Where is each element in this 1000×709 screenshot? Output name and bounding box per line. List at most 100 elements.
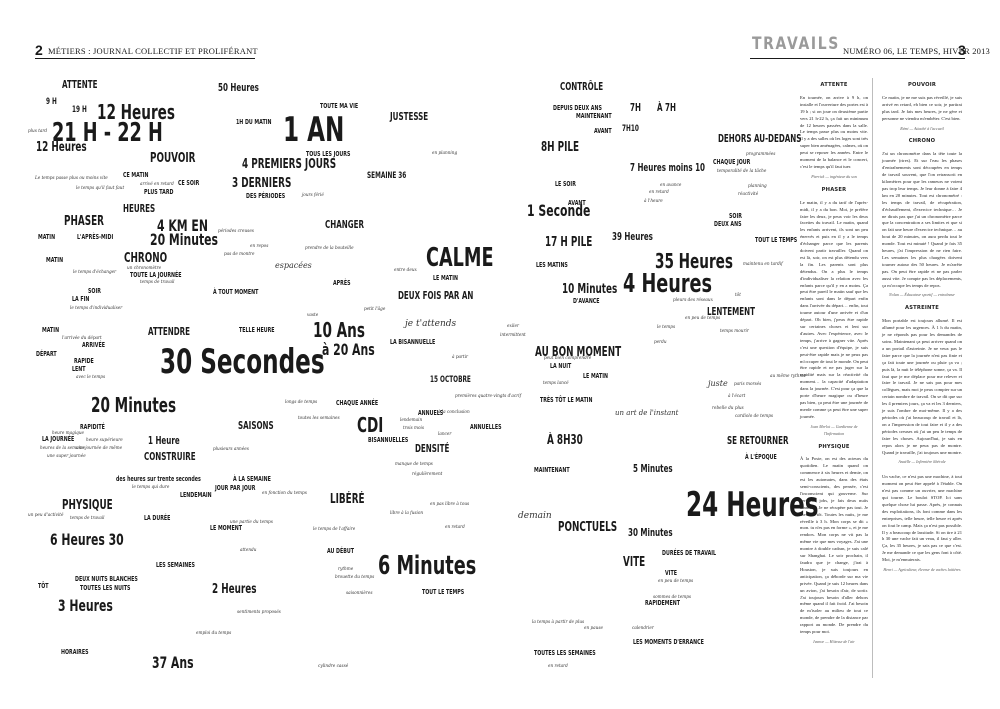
word-lentement: LENTEMENT [707,306,755,318]
word-avant: AVANT [594,127,612,135]
word-les-semaines: LES SEMAINES [156,561,195,569]
phrase: le temps d'échanger [73,269,117,274]
phrase: jours férié [302,192,324,197]
phrase: la temps à partir de plus [532,619,585,624]
word-demain: demain [518,511,552,521]
word-heures: HEURES [123,203,156,215]
word-pouvoir: POUVOIR [150,151,196,166]
phrase: en planning [432,150,458,155]
phrase: l'arrivée du départ [62,335,102,340]
phrase: en pause [584,625,604,630]
phrase: entre deux [394,267,417,272]
word-se-retourner: SE RETOURNER [727,435,789,447]
phrase: peut bien comprendre [544,355,592,360]
phrase: en peu de temps [658,578,694,583]
section-heading: POUVOIR [907,82,937,88]
phrase: cardiolo de temps [735,413,774,418]
word-15-octobre: 15 OCTOBRE [430,375,471,385]
section-heading: PHASER [821,186,847,193]
phrase: à la conclusion [438,409,470,414]
section-text: Le matin, il y a du tarif de l'après-mid… [800,199,868,419]
phrase: toutes les semaines [298,415,340,420]
word-soir-b: SOIR [729,212,742,220]
word-20-minutes-b: 20 Minutes [91,393,177,417]
phrase: une partie du temps [230,519,273,524]
word-le-matin-b: LE MATIN [583,372,609,380]
word-justesse: JUSTESSE [390,111,429,123]
word-a-20-ans: à 20 Ans [322,340,375,359]
phrase: arrivé en retard [140,181,174,186]
phrase: saisonnières [346,590,373,595]
section-signature: Joan Merlot — Gardienne de l'Infirmation [810,423,858,436]
word-matin: MATIN [38,233,56,241]
phrase: au même rythme [770,373,806,378]
text-column-2: POUVOIR Ce matin, je ne me suis pas réve… [882,78,962,580]
phrase: le temps de l'affaire [313,526,356,531]
word-1-heure: 1 Heure [148,435,180,447]
word-au-debut: AU DÉBUT [327,547,355,555]
phrase: cylindre cassé [318,663,349,668]
phrase: attendu [240,547,257,552]
phrase: temps de travail [140,279,175,284]
word-deux-ans: DEUX ANS [714,220,742,228]
section-text: J'ai un chronomètre dans la tête toute l… [882,151,962,288]
word-le-soir: LE SOIR [555,180,576,188]
word-tres-tot-le-matin: TRÈS TÔT LE MATIN [540,396,593,404]
word-12-heures: 12 Heures [97,100,175,124]
phrase: temporalité de la tâche [717,168,767,173]
word-jour-par-jour: JOUR PAR JOUR [215,484,256,492]
word-tout-le-temps-b: TOUT LE TEMPS [755,236,798,244]
phrase: tôt [735,292,741,297]
word-matin-c: MATIN [42,326,60,334]
word-a-8h30: À 8H30 [547,433,583,448]
section-text: Un vache, ce n'est pas une machine, à to… [882,474,962,563]
phrase: lendemain [400,417,423,422]
phrase: exiler [507,323,519,328]
phrase: sentiments proposés [237,609,281,614]
word-12-heures-b: 12 Heures [36,140,87,155]
phrase: prendre de la bouteille [305,245,354,250]
word-apres: APRÈS [333,279,351,287]
word-10-minutes: 10 Minutes [562,282,618,297]
section-signature: Rémi — Attaché à l'accueil [900,125,944,131]
word-durees-de-travail: DURÉES DE TRAVAIL [662,549,717,557]
word-avant-b: AVANT [568,199,586,207]
word-toute-la-journee: TOUTE LA JOURNÉE [130,271,182,279]
word-a-7h: À 7H [657,102,676,114]
phrase: temps de travail [70,515,105,520]
phrase: programmées [746,151,776,156]
phrase: à l'écart [728,393,746,398]
word-je-t-attends: je t'attends [405,319,457,329]
word-toutes-les-semaines: TOUTES LES SEMAINES [534,649,596,657]
phrase: un peu d'activité [28,512,64,517]
word-3-heures: 3 Heures [58,596,113,615]
word-24-heures: 24 Heures [686,485,819,525]
phrase: en fonction du temps [262,490,307,495]
word-7-heures-moins-10: 7 Heures moins 10 [630,162,706,174]
word-matin-b: MATIN [46,256,64,264]
word-1-seconde: 1 Seconde [527,201,591,220]
left-page-number: 2 [35,42,43,58]
word-le-moment: LE MOMENT [210,524,242,532]
word-deux-fois-par-an: DEUX FOIS PAR AN [398,290,474,302]
text-column-1: ATTENTE En tournée, on arrive à 9 h, on … [800,78,868,652]
word-la-fin: LA FIN [72,295,90,303]
word-attendre: ATTENDRE [148,326,191,338]
word-35-heures: 35 Heures [655,249,733,273]
word-a-l-epoque: À L'ÉPOQUE [745,453,777,461]
word-ponctuels: PONCTUELS [558,520,618,535]
word-calme: CALME [426,243,494,273]
word-ce-matin: CE MATIN [123,171,149,179]
word-toute-ma-vie: TOUTE MA VIE [320,102,359,110]
word-7h: 7H [630,102,641,114]
phrase: brouette du temps [335,574,375,579]
phrase: périodes creuses [218,228,254,233]
word-37-ans: 37 Ans [152,653,194,672]
word-cdi: CDI [357,413,384,437]
word-densite: DENSITÉ [415,443,450,455]
word-les-matins: LES MATINS [536,261,568,269]
section-text: Mon portable est toujours allumé. Il est… [882,318,962,455]
word-physique: PHYSIQUE [62,498,113,513]
phrase: rythme [338,566,354,571]
phrase: le temps [657,324,676,329]
